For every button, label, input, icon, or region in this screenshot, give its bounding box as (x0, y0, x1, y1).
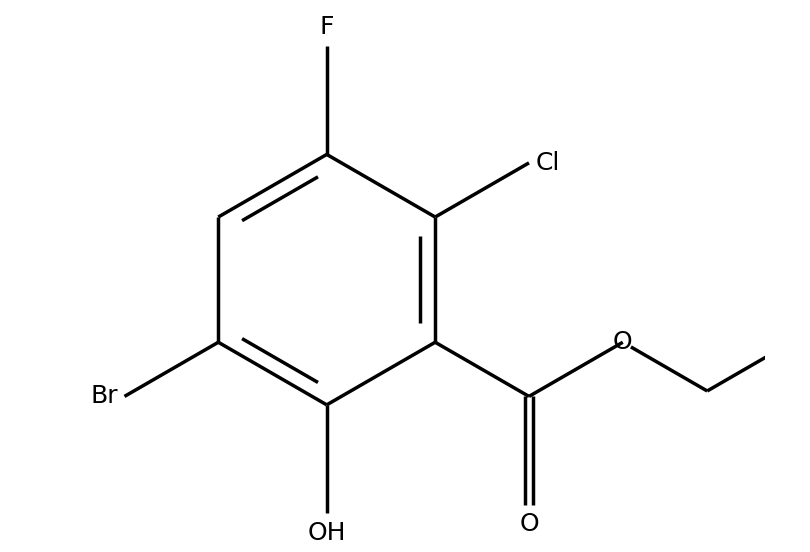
Text: O: O (613, 330, 633, 354)
Text: OH: OH (308, 521, 346, 545)
Text: O: O (519, 512, 539, 536)
Text: Br: Br (91, 384, 118, 408)
Text: F: F (319, 14, 334, 39)
Text: Cl: Cl (535, 151, 560, 175)
